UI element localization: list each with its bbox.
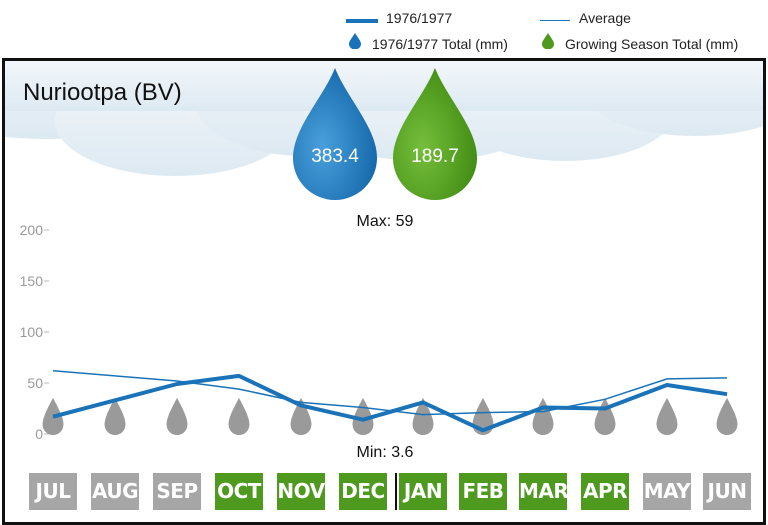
station-title: Nuriootpa (BV) [23,79,182,106]
month-feb[interactable]: FEB [459,473,507,510]
season-total-drop: 383.4 [293,68,377,200]
month-mar[interactable]: MAR [519,473,569,510]
month-jan[interactable]: JAN [399,473,447,510]
month-apr[interactable]: APR [581,473,629,510]
month-drop-icon [412,398,434,436]
month-drop-icon [228,398,250,436]
y-tick-label: 50 [27,375,43,391]
growing-total-value: 189.7 [411,146,459,167]
season-total-value: 383.4 [311,146,359,167]
growing-total-drop: 189.7 [393,68,477,200]
month-oct[interactable]: OCT [215,473,263,510]
legend-series-line [346,19,378,23]
green-drop-icon [542,33,554,49]
chart-panel: Nuriootpa (BV) 383.4 189.7 Max: 5 [2,58,766,525]
month-dec[interactable]: DEC [339,473,387,510]
month-sep[interactable]: SEP [153,473,201,510]
month-drop-icon [166,398,188,436]
month-jul[interactable]: JUL [29,473,77,510]
month-nov[interactable]: NOV [277,473,325,510]
max-label: Max: 59 [356,213,414,230]
legend-series-label: 1976/1977 [386,10,453,26]
month-drop-icon [656,398,678,436]
month-drop-icon [290,398,312,436]
min-label: Min: 3.6 [356,444,414,461]
month-drop-icon [594,398,616,436]
legend-average-line [540,20,570,21]
rainfall-chart: 0 50 100 150 200 [20,222,738,442]
y-tick-label: 150 [20,273,44,289]
month-jun[interactable]: JUN [703,473,751,510]
season-line [52,373,728,433]
month-aug[interactable]: AUG [91,473,139,510]
legend: 1976/1977 Average 1976/1977 Total (mm) G… [0,0,768,58]
month-may[interactable]: MAY [643,473,691,510]
year-separator [395,473,397,510]
month-drop-icon [532,398,554,436]
month-drop-icon [104,398,126,436]
average-line [52,370,728,416]
season-drop-shape [293,68,377,200]
legend-average-label: Average [579,10,631,26]
legend-growing-label: Growing Season Total (mm) [565,36,739,52]
y-tick-label: 200 [20,222,44,238]
y-tick-label: 100 [20,324,44,340]
y-tick-label: 0 [35,426,43,442]
month-drop-icon [716,398,738,436]
month-drop-icon [352,398,374,436]
legend-total-label: 1976/1977 Total (mm) [372,36,508,52]
growing-drop-shape [393,68,477,200]
blue-drop-icon [349,33,361,49]
